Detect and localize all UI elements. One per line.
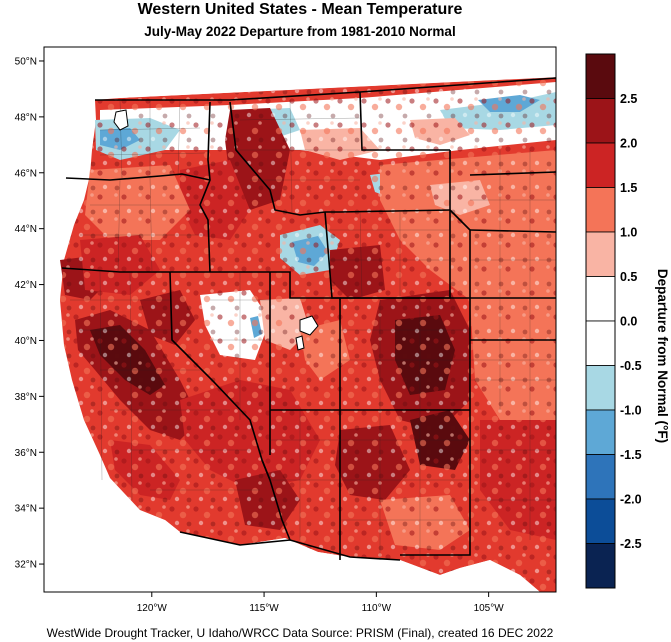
- mexico-land: [165, 520, 540, 592]
- colorbar-bin: [585, 53, 616, 99]
- colorbar-bin: [585, 187, 616, 233]
- colorbar-tick-label: 1.5: [620, 181, 637, 195]
- latitude-tick-label: 34°N: [15, 504, 37, 515]
- map-subtitle: July-May 2022 Departure from 1981-2010 N…: [144, 24, 456, 39]
- colorbar-bin: [585, 231, 616, 277]
- colorbar-tick-label: 2.0: [620, 137, 637, 151]
- map-footer-credit: WestWide Drought Tracker, U Idaho/WRCC D…: [46, 626, 554, 640]
- colorbar-bin: [585, 365, 616, 411]
- longitude-tick-label: 120°W: [137, 603, 168, 614]
- map-title: Western United States - Mean Temperature: [137, 1, 463, 18]
- latitude-tick-label: 42°N: [15, 280, 37, 291]
- colorbar-bin: [585, 98, 616, 144]
- colorbar-tick-label: 0.5: [620, 270, 637, 284]
- colorbar: 2.5 2.0 1.5 1.0 0.5 0.0 -0.5 -1.0 -1.5 -2.0 -2.5: [585, 53, 642, 589]
- longitude-axis: 120°W 115°W 110°W 105°W: [137, 592, 505, 614]
- colorbar-tick-label: -2.0: [620, 493, 642, 507]
- colorbar-tick-label: 0.0: [620, 315, 637, 329]
- colorbar-tick-label: -1.0: [620, 404, 642, 418]
- colorbar-tick-label: -2.5: [620, 537, 642, 551]
- temperature-departure-map: [44, 47, 556, 592]
- latitude-tick-label: 46°N: [15, 168, 37, 179]
- latitude-tick-label: 38°N: [15, 392, 37, 403]
- colorbar-title: Departure from Normal (°F): [655, 269, 670, 443]
- colorbar-tick-label: -1.5: [620, 448, 642, 462]
- canada-land: [44, 47, 556, 98]
- latitude-axis: 50°N 48°N 46°N 44°N 42°N 40°N 38°N 36°N 34°N 32°N: [15, 56, 44, 571]
- colorbar-bin: [585, 454, 616, 500]
- map-frame: [43, 46, 557, 593]
- longitude-tick-label: 105°W: [474, 603, 505, 614]
- colorbar-bin: [585, 409, 616, 455]
- colorbar-bin: [585, 498, 616, 544]
- latitude-tick-label: 48°N: [15, 112, 37, 123]
- longitude-tick-label: 115°W: [249, 603, 279, 614]
- colorbar-tick-label: -0.5: [620, 359, 642, 373]
- colorbar-bin: [585, 543, 616, 589]
- lakes: [113, 109, 319, 351]
- colorbar-bin: [585, 276, 616, 322]
- longitude-tick-label: 110°W: [362, 603, 392, 614]
- anomaly-fields: [60, 77, 556, 592]
- latitude-tick-label: 36°N: [15, 448, 37, 459]
- latitude-tick-label: 44°N: [15, 224, 37, 235]
- colorbar-tick-label: 1.0: [620, 226, 637, 240]
- county-boundaries: [70, 99, 556, 560]
- colorbar-bin: [585, 142, 616, 188]
- colorbar-frame: [585, 53, 616, 589]
- colorbar-tick-label: 2.5: [620, 92, 637, 106]
- colorbar-bin: [585, 320, 616, 366]
- latitude-tick-label: 50°N: [15, 56, 37, 67]
- latitude-tick-label: 40°N: [15, 336, 37, 347]
- latitude-tick-label: 32°N: [15, 560, 37, 571]
